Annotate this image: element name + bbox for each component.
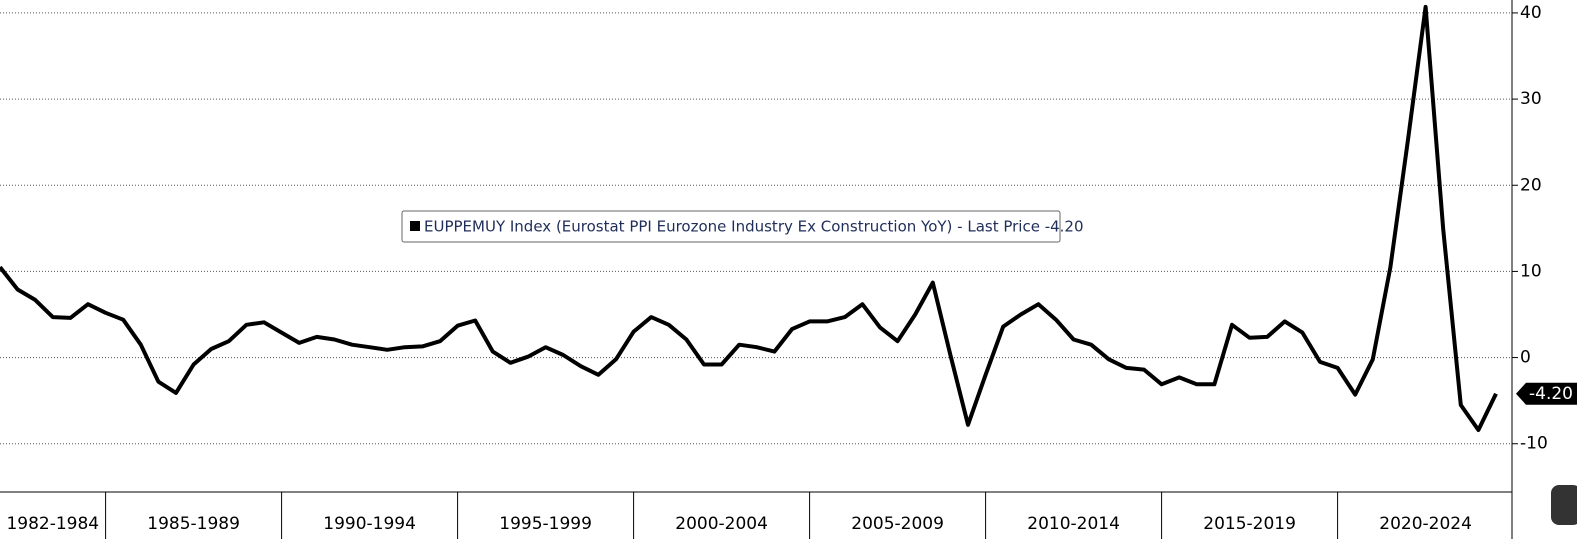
y-tick-label: 0 (1520, 348, 1531, 368)
x-band-label: 2000-2004 (675, 514, 768, 534)
line (0, 4, 1498, 432)
x-band-label: 1985-1989 (147, 514, 240, 534)
x-band-label: 1995-1999 (499, 514, 592, 534)
legend: EUPPEMUY Index (Eurostat PPI Eurozone In… (401, 210, 1084, 243)
x-band-label: 2005-2009 (851, 514, 944, 534)
last-price-label: -4.20 (1529, 384, 1573, 404)
x-band-label: 1990-1994 (323, 514, 416, 534)
y-tick-label: 40 (1520, 3, 1542, 23)
x-band-label: 2020-2024 (1379, 514, 1472, 534)
last-price-tag (1516, 382, 1577, 405)
corner-icon (1551, 485, 1577, 525)
y-tick-label: 20 (1520, 175, 1542, 195)
y-tick-label: -10 (1520, 434, 1548, 454)
y-tick-label: 10 (1520, 261, 1542, 281)
legend-swatch (410, 221, 420, 231)
y-tick-label: 30 (1520, 89, 1542, 109)
legend-label: EUPPEMUY Index (Eurostat PPI Eurozone In… (424, 218, 1084, 236)
x-band-label: 1982-1984 (6, 514, 99, 534)
legend-box (401, 210, 1061, 243)
x-band-label: 2010-2014 (1027, 514, 1120, 534)
x-band-label: 2015-2019 (1203, 514, 1296, 534)
